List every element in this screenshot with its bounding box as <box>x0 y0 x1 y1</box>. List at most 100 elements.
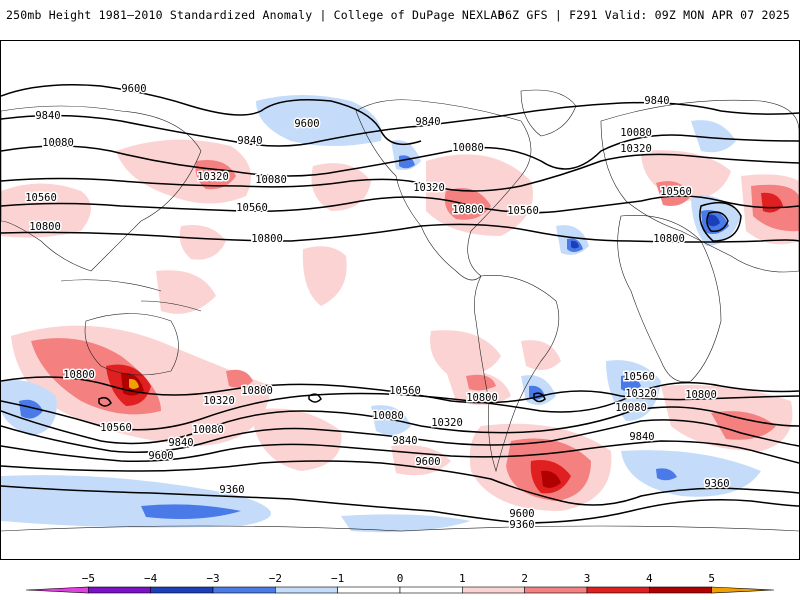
anomaly-area <box>621 375 641 392</box>
australia-outline <box>84 313 179 376</box>
colorbar-segment <box>399 586 463 594</box>
colorbar-segment <box>524 586 588 594</box>
anomaly-area <box>656 181 691 206</box>
anomaly-area <box>141 504 241 519</box>
contour-label: 10560 <box>623 371 655 383</box>
colorbar-segment <box>212 586 276 594</box>
colorbar-ramp <box>25 586 775 594</box>
contour-label: 9840 <box>415 116 440 128</box>
contour-label: 9600 <box>294 118 319 130</box>
anomaly-area <box>466 374 496 391</box>
colorbar-tick-label: 2 <box>521 572 528 585</box>
model-run-info: 06Z GFS | F291 Valid: 09Z MON APR 07 202… <box>497 8 790 22</box>
contour-label: 10800 <box>685 389 717 401</box>
contour-label: 10800 <box>29 221 61 233</box>
colorbar-segment <box>337 586 401 594</box>
anomaly-area <box>430 330 501 375</box>
contour-label: 10080 <box>615 402 647 414</box>
colorbar: −5 −4 −3 −2 −1 0 1 2 3 4 5 <box>12 572 788 596</box>
contour-label: 9360 <box>509 519 534 531</box>
contour-10560-north <box>1 195 799 214</box>
contour-label: 10800 <box>241 385 273 397</box>
contour-label: 10560 <box>100 422 132 434</box>
anomaly-area <box>311 163 371 211</box>
contour-10080-north <box>1 134 799 177</box>
cut-off-low-ring-inner <box>706 211 729 233</box>
contour-10080-south <box>1 419 799 453</box>
contour-label: 10320 <box>431 417 463 429</box>
contour-9600-south <box>1 460 799 506</box>
contour-label: 9600 <box>415 456 440 468</box>
africa-outline <box>617 215 722 383</box>
anomaly-area <box>571 240 579 249</box>
contour-label: 9840 <box>392 435 417 447</box>
colorbar-tick-label: −1 <box>331 572 345 585</box>
anomaly-area <box>656 468 677 481</box>
anomaly-area <box>691 120 736 153</box>
contour-9360-south <box>1 485 799 524</box>
contour-label: 9360 <box>704 478 729 490</box>
indonesia-outline <box>60 279 202 312</box>
colorbar-segment <box>711 586 775 594</box>
north-america-outline <box>355 99 532 281</box>
colorbar-tick-label: 1 <box>459 572 466 585</box>
contour-10560-south <box>1 381 799 431</box>
contour-label: 9840 <box>237 135 262 147</box>
contour-label: 9840 <box>35 110 60 122</box>
contour-10320-south <box>1 406 799 445</box>
antarctica-outline <box>1 525 799 532</box>
anomaly-area <box>521 340 561 370</box>
asia-west-outline <box>1 105 202 272</box>
contour-label: 10800 <box>452 204 484 216</box>
contour-label: 10320 <box>625 388 657 400</box>
contour-label: 10320 <box>197 171 229 183</box>
cut-off-low-ring-outer <box>699 201 742 242</box>
contour-10800-south <box>1 376 799 404</box>
contour-label: 9840 <box>168 437 193 449</box>
contour-9840-south <box>1 440 799 464</box>
contour-label: 10800 <box>466 392 498 404</box>
contour-label: 10560 <box>389 385 421 397</box>
contour-label: 10080 <box>452 142 484 154</box>
colorbar-segment <box>88 586 151 594</box>
anomaly-area <box>1 183 91 238</box>
colorbar-segment <box>275 586 338 594</box>
contour-label: 10560 <box>236 202 268 214</box>
anomaly-area <box>621 450 761 497</box>
height-contours <box>1 84 799 524</box>
colorbar-tick-label: 0 <box>396 572 404 585</box>
anomaly-area <box>708 214 720 227</box>
colorbar-segment <box>462 586 525 594</box>
chart-title: 250mb Height 1981–2010 Standardized Anom… <box>6 8 505 22</box>
colorbar-segment <box>649 586 712 594</box>
anomaly-area <box>156 270 216 314</box>
contour-label: 10080 <box>192 424 224 436</box>
colorbar-segment <box>150 586 214 594</box>
europe-asia-outline <box>600 99 799 273</box>
small-contour-ring <box>98 396 112 407</box>
contour-label: 10800 <box>63 369 95 381</box>
colorbar-tick-label: −2 <box>268 572 282 585</box>
contour-label: 10560 <box>507 205 539 217</box>
anomaly-area <box>341 514 471 533</box>
small-contour-ring <box>533 392 546 403</box>
contour-label: 10080 <box>372 410 404 422</box>
anomaly-area <box>302 246 347 306</box>
anomaly-area <box>179 225 226 260</box>
colorbar-tick-label: −4 <box>144 572 158 585</box>
colorbar-tick-label: −3 <box>206 572 220 585</box>
contour-label: 10080 <box>620 127 652 139</box>
contour-label: 10320 <box>203 395 235 407</box>
anomaly-area <box>226 369 253 388</box>
colorbar-tick-label: 4 <box>646 572 653 585</box>
anomaly-area <box>195 160 236 190</box>
contour-10800-north <box>1 223 799 243</box>
colorbar-segment <box>586 586 650 594</box>
colorbar-tick-label: 3 <box>583 572 591 585</box>
contour-label: 10080 <box>42 137 74 149</box>
greenland-outline <box>520 89 577 137</box>
contour-label: 10320 <box>620 143 652 155</box>
contour-label: 9840 <box>629 431 654 443</box>
contour-label: 9600 <box>509 508 534 520</box>
